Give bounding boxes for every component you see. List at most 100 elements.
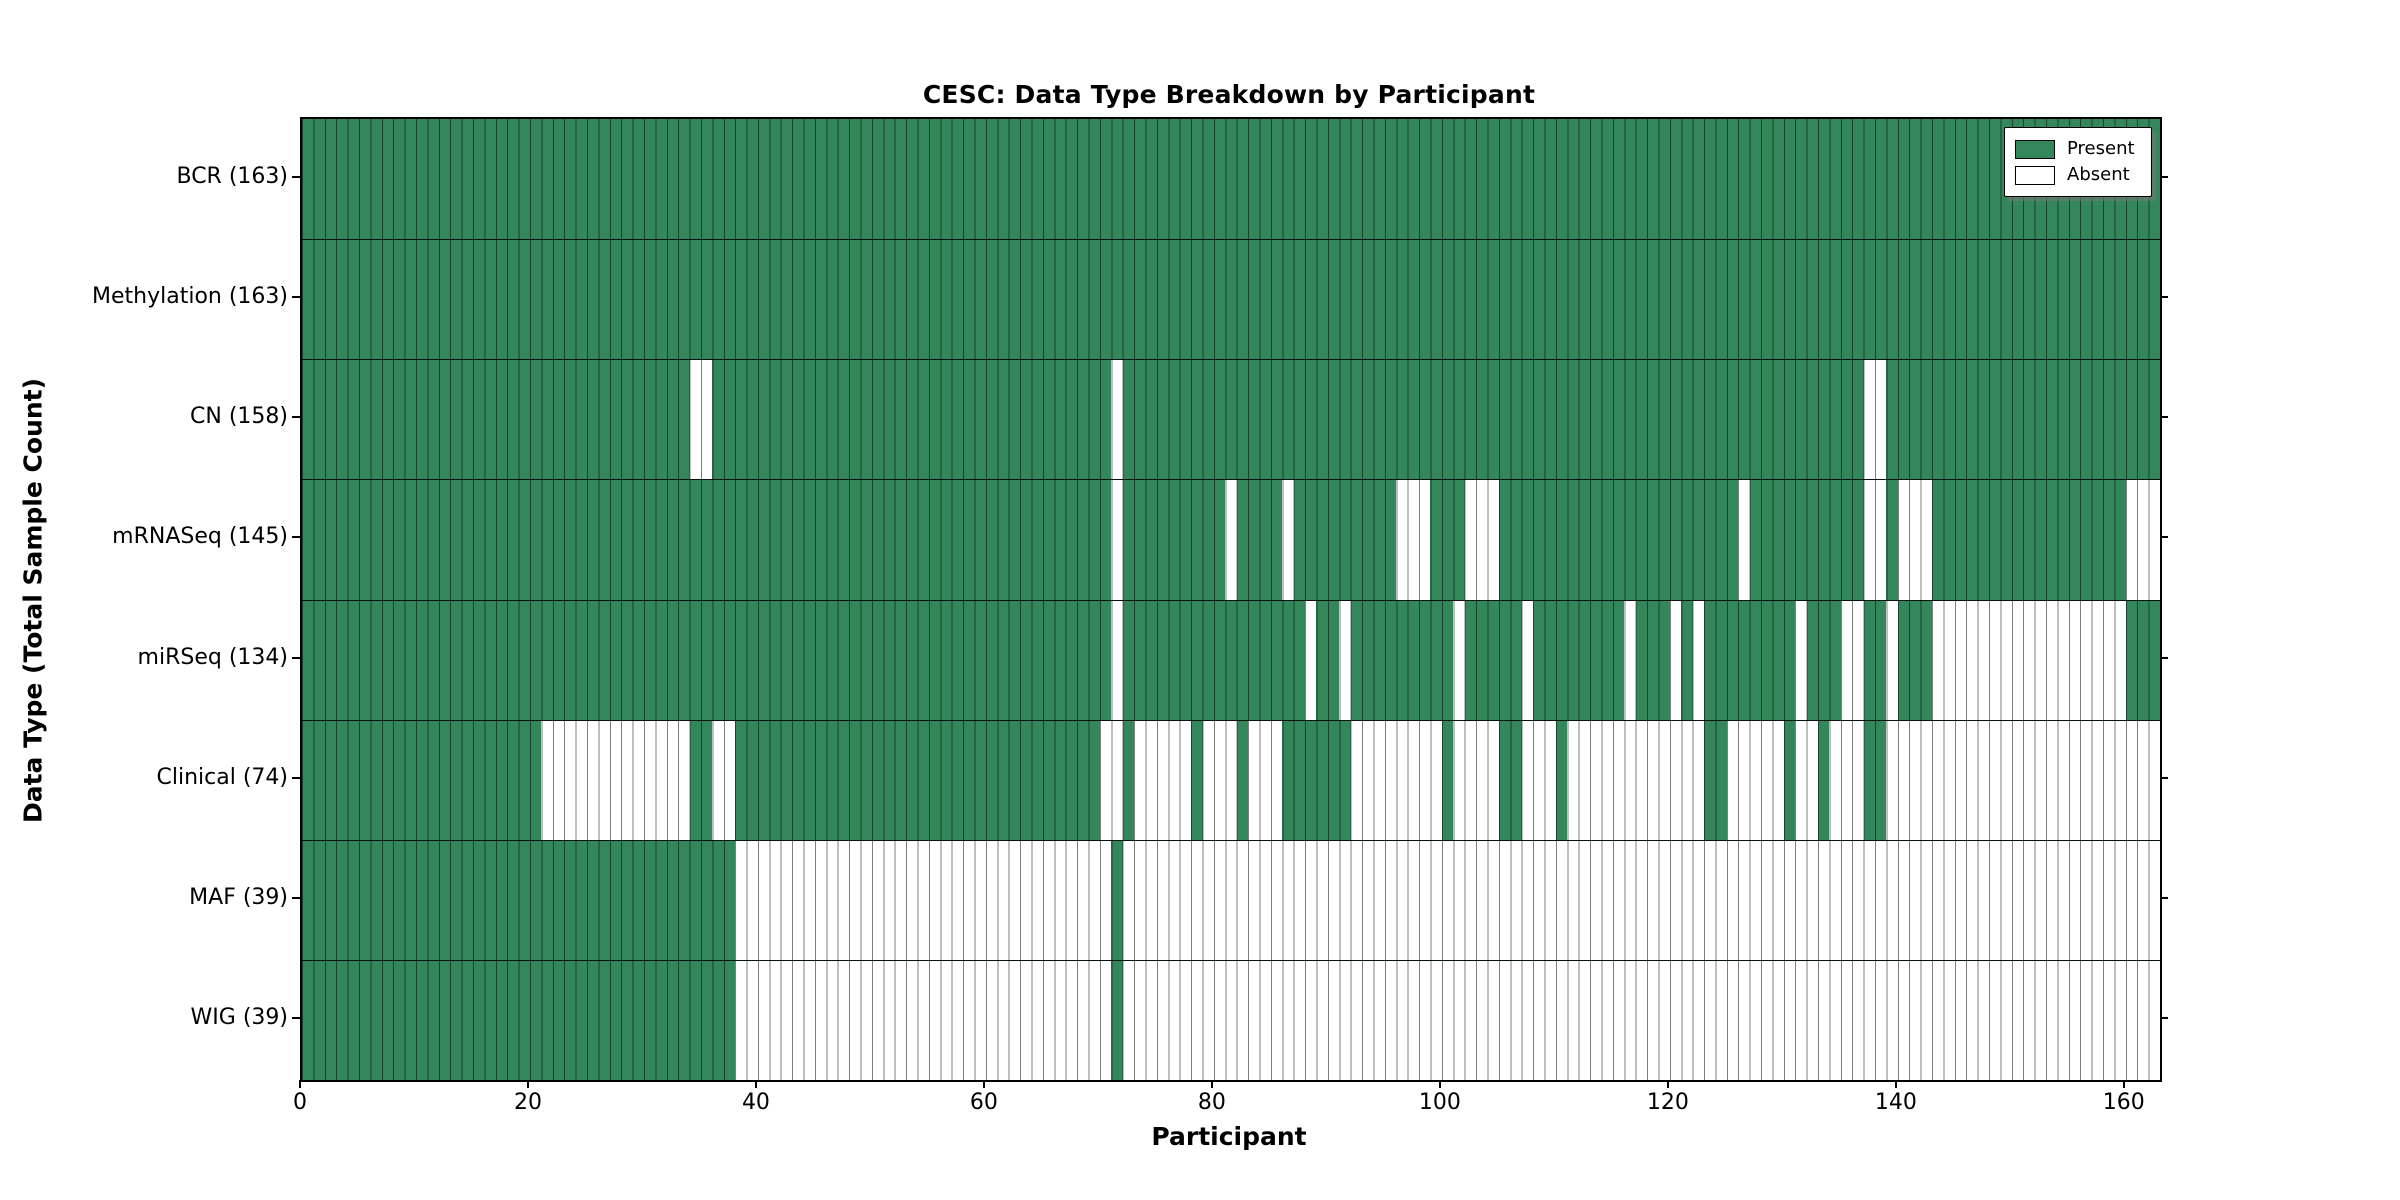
y-tick-mark [2160, 416, 2168, 419]
legend-item-absent: Absent [2015, 162, 2141, 188]
absent-segment [1624, 600, 1636, 720]
row-label-mrnaseq: mRNASeq (145) [112, 524, 288, 550]
y-tick-mark [2160, 776, 2168, 779]
legend-present-label: Present [2067, 138, 2135, 159]
absent-segment [1122, 960, 2160, 1080]
absent-segment [1122, 840, 2160, 960]
x-tick-label: 60 [969, 1090, 998, 1115]
x-tick-label: 100 [1418, 1090, 1461, 1115]
absent-segment [1305, 600, 1317, 720]
x-tick-mark [526, 1080, 529, 1088]
y-tick-mark [292, 656, 300, 659]
row-label-maf: MAF (39) [189, 884, 288, 910]
absent-segment [1692, 600, 1705, 720]
absent-segment [1099, 720, 1123, 840]
absent-segment [1897, 480, 1933, 600]
absent-segment [1248, 720, 1283, 840]
row-band-methylation [302, 239, 2160, 360]
y-tick-mark [2160, 536, 2168, 539]
x-tick-label: 140 [1874, 1090, 1917, 1115]
absent-segment [1111, 360, 1123, 480]
row-band-bcr [302, 119, 2160, 240]
row-band-cn [302, 359, 2160, 480]
absent-segment [1339, 600, 1351, 720]
absent-segment [1829, 720, 1864, 840]
legend-absent-label: Absent [2067, 164, 2130, 185]
absent-segment [1521, 600, 1534, 720]
absent-segment [1738, 480, 1750, 600]
y-tick-mark [292, 896, 300, 899]
row-label-bcr: BCR (163) [176, 164, 288, 190]
x-tick-mark [1438, 1080, 1441, 1088]
y-tick-mark [292, 776, 300, 779]
legend-item-present: Present [2015, 136, 2141, 162]
x-axis-label: Participant [1151, 1122, 1307, 1151]
row-label-cn: CN (158) [190, 404, 288, 430]
x-tick-label: 0 [293, 1090, 307, 1115]
row-label-clinical: Clinical (74) [156, 764, 288, 790]
y-tick-mark [2160, 176, 2168, 179]
x-tick-mark [2122, 1080, 2125, 1088]
absent-segment [735, 960, 1112, 1080]
absent-segment [1840, 600, 1864, 720]
y-tick-mark [2160, 296, 2168, 299]
absent-segment [1795, 720, 1819, 840]
absent-segment [1863, 480, 1887, 600]
absent-segment [1134, 720, 1192, 840]
y-tick-mark [292, 536, 300, 539]
x-tick-mark [1210, 1080, 1213, 1088]
row-band-mrnaseq [302, 479, 2160, 600]
y-tick-mark [292, 176, 300, 179]
x-tick-label: 40 [741, 1090, 770, 1115]
absent-segment [1453, 600, 1465, 720]
row-label-mirseq: miRSeq (134) [137, 644, 288, 670]
present-swatch-icon [2015, 139, 2055, 159]
absent-segment [1932, 600, 2126, 720]
absent-segment [541, 720, 690, 840]
x-tick-mark [754, 1080, 757, 1088]
row-band-maf [302, 839, 2160, 960]
absent-segment [1567, 720, 1705, 840]
absent-segment [1453, 720, 1499, 840]
absent-segment [1795, 600, 1807, 720]
row-band-clinical [302, 719, 2160, 840]
x-tick-mark [1666, 1080, 1669, 1088]
plot-area [300, 117, 2162, 1082]
absent-segment [1202, 720, 1237, 840]
x-tick-label: 120 [1646, 1090, 1689, 1115]
y-tick-mark [2160, 1016, 2168, 1019]
absent-segment [712, 720, 736, 840]
x-tick-mark [299, 1080, 301, 1088]
legend: Present Absent [2004, 127, 2152, 197]
absent-segment [1396, 480, 1431, 600]
x-tick-mark [1894, 1080, 1897, 1088]
absent-segment [735, 840, 1112, 960]
row-band-mirseq [302, 599, 2160, 720]
absent-segment [1111, 600, 1123, 720]
absent-segment [1464, 480, 1499, 600]
y-tick-mark [292, 1016, 300, 1019]
x-tick-label: 80 [1197, 1090, 1226, 1115]
absent-segment [1350, 720, 1442, 840]
absent-segment [1282, 480, 1294, 600]
absent-segment [689, 360, 713, 480]
x-tick-mark [982, 1080, 985, 1088]
x-tick-label: 20 [513, 1090, 542, 1115]
absent-segment [1669, 600, 1682, 720]
row-label-methylation: Methylation (163) [92, 284, 288, 310]
absent-segment [1225, 480, 1237, 600]
absent-swatch-icon [2015, 165, 2055, 185]
absent-segment [2125, 480, 2160, 600]
absent-segment [1111, 480, 1123, 600]
absent-segment [1886, 600, 1898, 720]
absent-segment [1886, 720, 2160, 840]
row-band-wig [302, 959, 2160, 1080]
row-label-wig: WIG (39) [190, 1004, 288, 1030]
chart-title: CESC: Data Type Breakdown by Participant [922, 80, 1536, 109]
y-tick-mark [292, 296, 300, 299]
absent-segment [1726, 720, 1784, 840]
x-tick-label: 160 [2102, 1090, 2145, 1115]
y-tick-mark [2160, 656, 2168, 659]
absent-segment [1521, 720, 1556, 840]
